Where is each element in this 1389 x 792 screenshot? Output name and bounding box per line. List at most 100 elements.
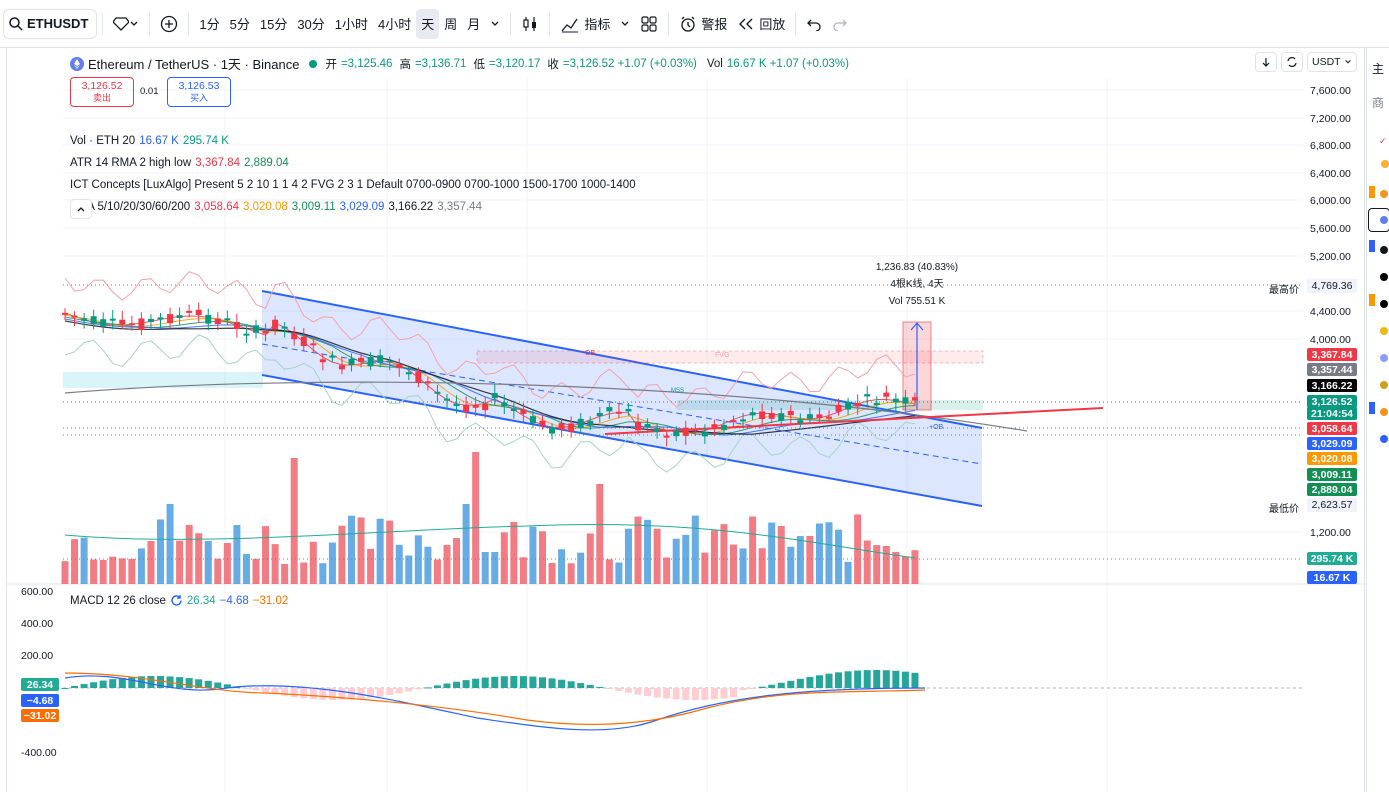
ict-indicator-legend[interactable]: ICT Concepts [LuxAlgo] Present 5 2 10 1 …	[70, 179, 636, 191]
macd-histogram-bar	[844, 671, 852, 688]
high-price-value: 4,769.36	[1307, 279, 1357, 293]
candle	[692, 429, 699, 432]
main-chart-canvas[interactable]	[7, 48, 1366, 792]
volume-bar	[558, 549, 566, 584]
sidebar-coin-icon[interactable]	[1380, 354, 1388, 362]
volume-bar	[367, 548, 375, 584]
scroll-down-button[interactable]	[1255, 52, 1277, 72]
candle	[549, 427, 556, 434]
interval-5m[interactable]: 5分	[229, 17, 250, 32]
currency-select[interactable]: USDT	[1307, 52, 1357, 72]
sidebar-coin-icon[interactable]	[1380, 190, 1388, 198]
sidebar-coin-icon[interactable]	[1380, 273, 1388, 281]
low-label: 低	[473, 58, 485, 71]
volume-bar	[548, 563, 556, 584]
sell-button[interactable]: 3,126.52 卖出	[70, 77, 134, 107]
collapse-legend-button[interactable]	[70, 199, 92, 219]
candle	[262, 331, 269, 334]
layouts-button[interactable]	[635, 9, 663, 39]
refresh-button[interactable]	[1281, 52, 1303, 72]
currency-value: USDT	[1312, 56, 1341, 68]
volume-bar	[844, 561, 852, 584]
chart-type-button[interactable]	[516, 9, 544, 39]
interval-1m[interactable]: 1分	[199, 17, 220, 32]
interval-1h[interactable]: 1小时	[334, 17, 369, 32]
sidebar-coin-icon[interactable]	[1380, 300, 1388, 308]
redo-icon	[833, 19, 848, 31]
volume-bar	[176, 540, 184, 584]
ema-value-20: 3,009.11	[291, 201, 336, 213]
candle	[405, 372, 412, 375]
candle	[472, 404, 479, 408]
atr-high-price-label: 3,367.84	[1307, 348, 1357, 361]
macd-indicator-legend[interactable]: MACD 12 26 close 26.34 −4.68 −31.02	[70, 594, 288, 607]
candle	[109, 318, 116, 321]
redo-button[interactable]	[827, 9, 853, 39]
macd-histogram-bar	[290, 688, 298, 698]
sidebar-coin-icon[interactable]	[1380, 216, 1388, 224]
sidebar-coin-icon[interactable]	[1380, 327, 1388, 335]
fvg-zone	[476, 350, 984, 364]
volume-bar	[491, 551, 499, 584]
sidebar-second-label[interactable]: 商	[1372, 96, 1385, 110]
high-value: =3,136.71	[414, 57, 467, 70]
volume-bar	[433, 559, 441, 584]
macd-histogram-bar	[223, 684, 231, 688]
replay-button[interactable]: 回放	[732, 9, 790, 39]
sidebar-coin-icon[interactable]	[1380, 246, 1388, 254]
volume-bar	[882, 545, 890, 584]
vol-value: 16.67 K +1.07 (+0.03%)	[726, 57, 849, 70]
candle	[463, 404, 470, 412]
volume-bar	[624, 528, 632, 584]
volume-bar	[128, 558, 136, 584]
indicators-button[interactable]: 指标	[555, 9, 615, 39]
open-value: =3,125.46	[340, 57, 393, 70]
alert-button[interactable]: 警报	[674, 9, 732, 39]
sidebar-coin-icon[interactable]	[1380, 381, 1388, 389]
chevron-down-icon	[621, 21, 629, 26]
macd-histogram-bar	[309, 688, 317, 700]
volume-bar	[815, 523, 823, 584]
indicators-dropdown[interactable]	[615, 9, 635, 39]
candle	[310, 343, 317, 346]
ema-indicator-legend[interactable]: EMA 5/10/20/30/60/200 3,058.64 3,020.08 …	[70, 201, 482, 213]
macd-histogram-bar	[491, 676, 499, 688]
interval-15m[interactable]: 15分	[259, 17, 288, 32]
volume-bar	[223, 543, 231, 584]
atr-indicator-legend[interactable]: ATR 14 RMA 2 high low 3,367.84 2,889.04	[70, 157, 289, 169]
add-symbol-button[interactable]	[155, 9, 183, 39]
sidebar-main-label[interactable]: 主	[1372, 62, 1385, 76]
sell-label: 卖出	[92, 93, 111, 103]
undo-button[interactable]	[801, 9, 827, 39]
interval-4h[interactable]: 4小时	[378, 17, 412, 32]
sidebar-selected-item[interactable]	[1368, 208, 1389, 232]
ema-line	[64, 318, 916, 436]
sidebar-coin-icon[interactable]	[1380, 408, 1388, 416]
candle	[654, 428, 661, 432]
interval-1d[interactable]: 天	[416, 8, 440, 39]
candle	[424, 381, 431, 384]
buy-button[interactable]: 3,126.53 买入	[167, 77, 231, 107]
volume-bar	[281, 563, 289, 584]
symbol-title[interactable]: Ethereum / TetherUS · 1天 · Binance	[88, 57, 300, 72]
chart-area[interactable]: Ethereum / TetherUS · 1天 · Binance 开 =3,1…	[6, 48, 1366, 792]
symbol-search[interactable]: ETHUSDT	[3, 8, 98, 39]
volume-bar	[806, 535, 814, 584]
sidebar-coin-icon[interactable]	[1381, 160, 1389, 168]
high-label: 高	[399, 58, 411, 71]
macd-histogram-bar	[185, 678, 193, 688]
interval-1w[interactable]: 周	[444, 17, 458, 32]
vol-indicator-value1: 16.67 K	[139, 135, 179, 147]
candle	[730, 420, 737, 423]
interval-1mo[interactable]: 月	[467, 17, 481, 32]
macd-signal-line	[64, 672, 926, 726]
interval-30m[interactable]: 30分	[297, 17, 325, 32]
sidebar-coin-icon[interactable]	[1380, 435, 1388, 443]
vol-indicator-legend[interactable]: Vol · ETH 20 16.67 K 295.74 K	[70, 135, 229, 147]
compare-button[interactable]	[108, 9, 144, 39]
fvg-label: FVG	[715, 352, 730, 359]
buy-label: 买入	[189, 93, 208, 103]
interval-dropdown[interactable]	[485, 9, 505, 39]
macd-histogram-bar	[644, 688, 652, 697]
